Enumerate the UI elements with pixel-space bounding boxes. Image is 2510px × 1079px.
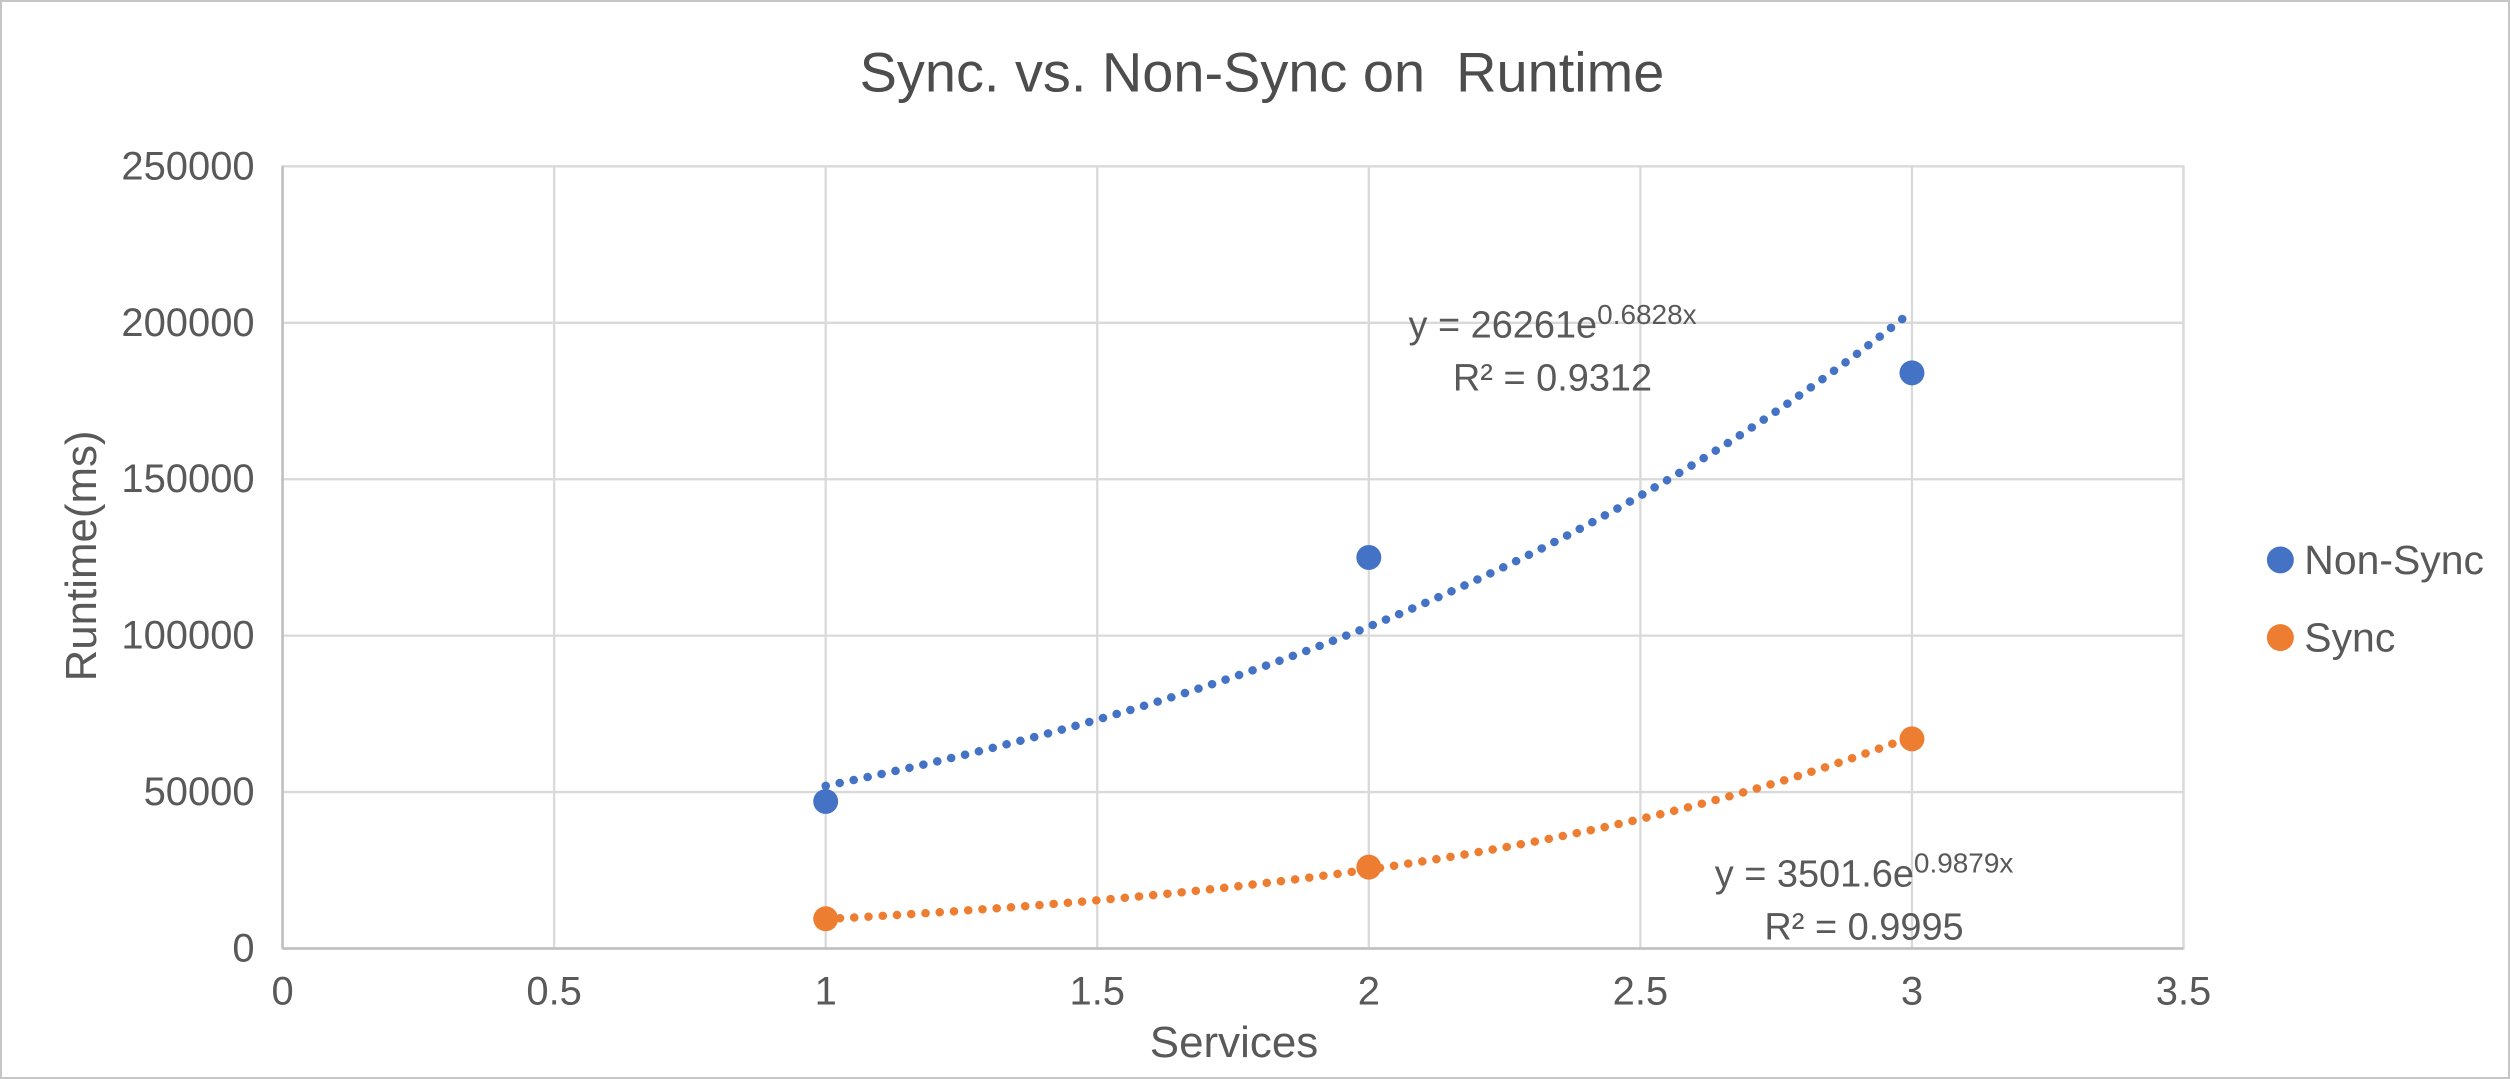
x-tick-label: 2 [1358,969,1380,1013]
series-sync [813,726,1925,932]
legend-label: Sync [2304,615,2395,661]
non-sync-data-point[interactable] [813,788,839,814]
legend: Non-Sync Sync [2266,537,2484,661]
x-tick-label: 0.5 [526,969,581,1013]
y-tick-label: 200000 [121,301,254,345]
sync-trendline-label: y = 3501.6e0.9879x R² = 0.9995 [1715,848,2014,949]
sync-data-point[interactable] [1899,726,1925,752]
tick-labels-layer: 0 50000 100000 150000 200000 250000 0 0.5 1 1.5 2 2… [121,144,2211,1013]
legend-item-non-sync[interactable]: Non-Sync [2266,537,2484,583]
x-tick-label: 3.5 [2156,969,2211,1013]
chart-title: Sync. vs. Non-Sync on Runtime [860,41,1665,104]
x-tick-label: 3 [1901,969,1923,1013]
series-non-sync [813,307,1925,814]
legend-label: Non-Sync [2304,537,2484,583]
x-axis-title: Services [1150,1018,1318,1067]
trendline-r-squared: R² = 0.9312 [1453,358,1652,400]
non-sync-legend-marker-icon [2266,546,2294,574]
x-tick-label: 1 [815,969,837,1013]
y-tick-label: 50000 [144,770,255,814]
y-tick-label: 150000 [121,457,254,501]
y-tick-label: 100000 [121,614,254,658]
x-tick-label: 0 [271,969,293,1013]
non-sync-data-point[interactable] [1356,544,1382,570]
axes-layer [281,165,2185,950]
non-sync-data-point[interactable] [1899,360,1925,386]
sync-data-point[interactable] [813,906,839,932]
y-tick-label: 250000 [121,144,254,188]
y-tick-label: 0 [232,926,254,970]
non-sync-trendline-label: y = 26261e0.6828x R² = 0.9312 [1408,299,1696,400]
x-tick-label: 2.5 [1613,969,1668,1013]
sync-data-point[interactable] [1356,854,1382,880]
gridlines-layer [281,165,2185,950]
trendline-equation: y = 3501.6e0.9879x [1715,848,2014,896]
non-sync-trendline[interactable] [821,307,1917,791]
series-layer [813,307,1925,932]
x-tick-label: 1.5 [1070,969,1125,1013]
trendline-equations-layer: y = 26261e0.6828x R² = 0.9312 y = 3501.6e0… [1408,299,2013,949]
trendline-equation: y = 26261e0.6828x [1408,299,1696,347]
trendline-r-squared: R² = 0.9995 [1764,907,1963,949]
legend-item-sync[interactable]: Sync [2266,615,2395,661]
plot-area-border [281,165,2185,950]
sync-legend-marker-icon [2266,624,2294,652]
y-axis-title: Runtime(ms) [57,431,106,682]
